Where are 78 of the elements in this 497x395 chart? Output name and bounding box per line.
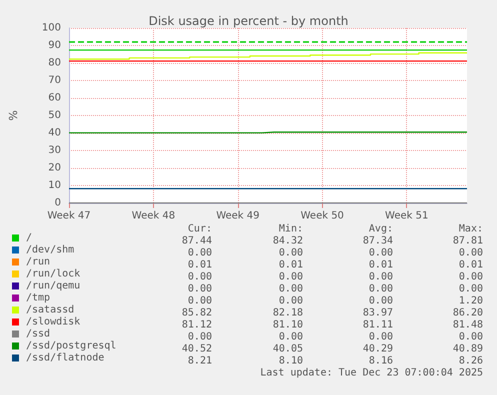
text: 0.00 <box>188 332 212 342</box>
legend-label: /tmp <box>26 292 50 304</box>
text: 86.20 <box>452 308 483 318</box>
text: 0.00 <box>278 272 303 282</box>
chart-title: Disk usage in percent - by month <box>148 14 348 28</box>
text: 40.05 <box>272 344 303 354</box>
legend-label: /slowdisk <box>26 316 80 328</box>
text: 1.20 <box>458 296 483 306</box>
text: 0.00 <box>188 272 212 282</box>
legend-label: /ssd/flatnode <box>26 352 104 364</box>
text: 83.97 <box>362 308 393 318</box>
y-axis-title: % <box>7 110 20 121</box>
legend-label: /run/lock <box>26 268 80 280</box>
legend-label: /run <box>26 256 50 268</box>
text: 0.00 <box>278 296 303 306</box>
text: 0.00 <box>368 248 393 258</box>
text: Last update: Tue Dec 23 07:00:04 2025 <box>260 368 484 378</box>
legend-label: /ssd <box>26 328 50 340</box>
text: 8.26 <box>458 356 483 366</box>
text: 8.10 <box>278 356 303 366</box>
text: 0.00 <box>188 284 212 294</box>
text: 0.01 <box>278 260 303 270</box>
text: 81.48 <box>452 320 483 330</box>
text: 87.81 <box>452 236 483 246</box>
y-tick-label: 90 <box>48 40 61 51</box>
text: 82.18 <box>272 308 303 318</box>
text: 40.29 <box>362 344 393 354</box>
text: 0.00 <box>368 272 393 282</box>
y-tick-label: 100 <box>42 22 61 34</box>
text: Cur: <box>188 224 212 234</box>
x-tick-label: Week 50 <box>300 210 344 222</box>
legend-label: /satassd <box>26 304 74 316</box>
x-tick-label: Week 48 <box>132 210 176 222</box>
y-tick-label: 10 <box>48 180 61 191</box>
text: 0.00 <box>278 248 303 258</box>
text: 0.01 <box>188 260 212 270</box>
text: 0.00 <box>278 332 303 342</box>
text: 81.12 <box>182 320 212 330</box>
x-tick-label: Week 51 <box>385 210 428 222</box>
text: 0.00 <box>368 332 393 342</box>
y-tick-label: 30 <box>48 145 61 156</box>
text: 0.00 <box>458 332 483 342</box>
text: Max: <box>458 224 483 234</box>
text: 81.10 <box>272 320 303 330</box>
text: 8.21 <box>188 356 212 366</box>
y-tick-label: 60 <box>48 92 61 104</box>
text: 0.00 <box>278 284 303 294</box>
legend-label: /run/qemu <box>26 280 80 292</box>
text: 0.01 <box>368 260 393 270</box>
y-tick-label: 0 <box>54 198 61 208</box>
x-tick-label: Week 47 <box>47 210 91 222</box>
text: 0.01 <box>458 260 483 270</box>
text: 0.00 <box>458 272 483 282</box>
text: 0.00 <box>368 284 393 294</box>
y-tick-label: 70 <box>48 75 61 86</box>
text: 84.32 <box>272 236 303 246</box>
text: 0.00 <box>368 296 393 306</box>
text: 81.11 <box>362 320 393 330</box>
text: 0.00 <box>188 248 212 258</box>
x-tick-label: Week 49 <box>216 210 260 222</box>
text: Avg: <box>368 224 393 234</box>
y-tick-label: 80 <box>48 58 61 68</box>
text: 87.44 <box>182 236 212 246</box>
text: 0.00 <box>188 296 212 306</box>
y-tick-label: 20 <box>48 162 61 174</box>
text: 40.52 <box>182 344 212 354</box>
text: 0.00 <box>458 248 483 258</box>
y-tick-label: 50 <box>48 110 61 121</box>
text: 0.00 <box>458 284 483 294</box>
legend-label: / <box>26 232 32 244</box>
text: 85.82 <box>182 308 212 318</box>
text: Min: <box>278 224 303 234</box>
text: 8.16 <box>368 356 393 366</box>
y-tick-label: 40 <box>48 128 61 138</box>
legend-label: /dev/shm <box>26 244 74 256</box>
legend-label: /ssd/postgresql <box>26 340 116 352</box>
text: 40.89 <box>452 344 483 354</box>
text: 87.34 <box>362 236 393 246</box>
